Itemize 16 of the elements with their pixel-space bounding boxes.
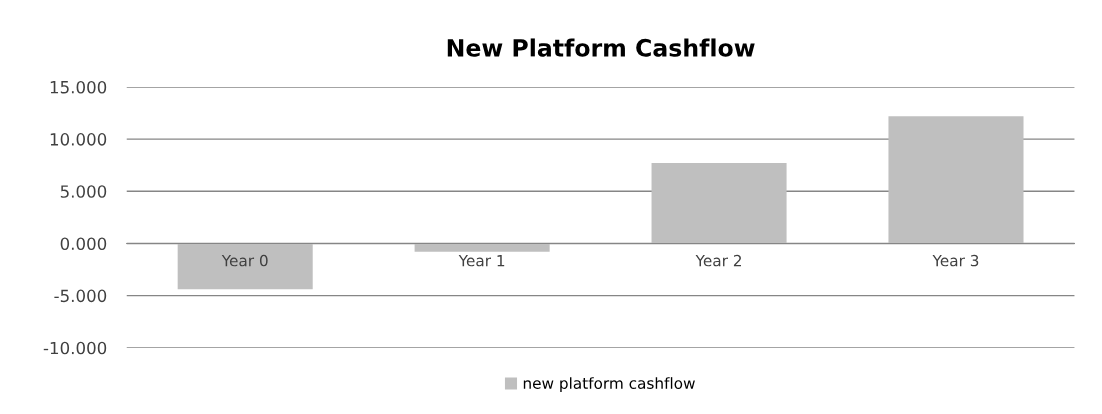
x-tick-label: Year 2: [695, 254, 741, 267]
legend-label: new platform cashflow: [523, 377, 695, 392]
bar: [177, 243, 313, 290]
chart-title: New Platform Cashflow: [447, 38, 755, 57]
x-tick-label: Year 3: [932, 254, 979, 267]
x-tick-label: Year 1: [458, 255, 505, 267]
x-tick-label: Year 0: [221, 254, 268, 267]
y-tick-label: 10.000: [50, 133, 107, 146]
y-tick-label: -5.000: [54, 289, 107, 303]
y-tick-label: -10.000: [43, 341, 107, 355]
bar: [414, 243, 550, 252]
y-tick-label: 0.000: [60, 237, 107, 250]
y-tick-label: 15.000: [50, 80, 107, 94]
bar: [888, 116, 1024, 244]
y-tick-label: 5.000: [60, 185, 107, 198]
bar: [651, 163, 787, 244]
